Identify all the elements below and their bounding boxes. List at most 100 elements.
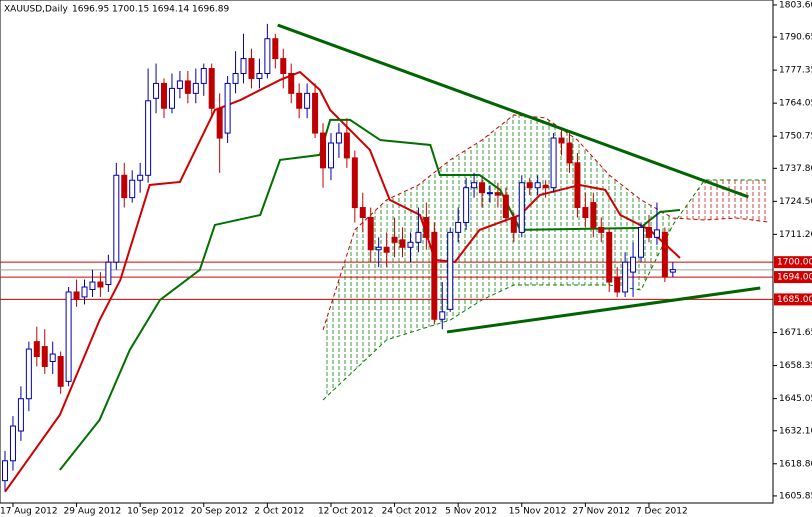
- level-label-box: [774, 256, 812, 269]
- cloud-span-b: [322, 179, 769, 401]
- candle-body: [645, 226, 652, 238]
- trendline: [277, 23, 749, 199]
- y-tick-label: 1737.80: [779, 164, 812, 174]
- candle-body: [399, 239, 406, 248]
- candle-body: [17, 398, 24, 432]
- y-tick-label: 1618.80: [779, 459, 812, 469]
- candle-body: [661, 231, 668, 278]
- candle-body: [280, 58, 287, 74]
- candle-body: [518, 182, 525, 233]
- candle-body: [49, 353, 56, 362]
- level-label: 1685.00: [777, 295, 812, 305]
- y-tick-label: 1671.65: [779, 328, 812, 338]
- candle-body: [431, 231, 438, 320]
- candle-body: [494, 192, 501, 196]
- candle-body: [375, 246, 382, 251]
- candle-body: [614, 276, 621, 293]
- candle-body: [153, 82, 160, 99]
- candle-body: [391, 236, 398, 243]
- indicator-line: [59, 118, 681, 471]
- candle-body: [622, 261, 629, 293]
- candle-body: [653, 229, 660, 238]
- x-tick-label: 29 Aug 2012: [64, 507, 122, 517]
- candle-body: [574, 162, 581, 209]
- candle-body: [526, 182, 533, 189]
- chart-title: XAUUSD,Daily: [4, 5, 68, 15]
- header-value: 1694.14: [152, 5, 189, 15]
- candle-body: [272, 38, 279, 60]
- x-tick-label: 5 Nov 2012: [445, 507, 497, 517]
- y-tick-label: 1790.65: [779, 33, 812, 43]
- candle-body: [208, 68, 215, 109]
- header-value: 1696.95: [72, 5, 109, 15]
- candle-body: [630, 256, 637, 273]
- candle-body: [81, 286, 88, 298]
- level-label-box: [774, 271, 812, 284]
- y-tick-label: 1632.10: [779, 426, 812, 436]
- cloud-fill: [323, 229, 355, 400]
- y-tick-label: 1605.85: [779, 491, 812, 501]
- candle-body: [463, 187, 470, 223]
- header-value: 1696.89: [192, 5, 229, 15]
- level-label-box: [774, 293, 812, 306]
- candle-body: [9, 425, 16, 462]
- candle-body: [184, 80, 191, 94]
- header-value: 1700.15: [112, 5, 149, 15]
- candle-body: [2, 460, 9, 482]
- candle-body: [129, 179, 136, 199]
- candle-body: [264, 38, 271, 74]
- plot: [0, 23, 773, 493]
- candle-body: [582, 207, 589, 218]
- candle-body: [232, 72, 239, 84]
- candle-body: [471, 182, 478, 189]
- candle-body: [638, 226, 645, 258]
- candle-body: [327, 142, 334, 169]
- candle-body: [200, 68, 207, 84]
- candle-body: [479, 182, 486, 194]
- candle-body: [161, 82, 168, 109]
- x-tick-label: 20 Sep 2012: [191, 507, 248, 517]
- candle-body: [550, 137, 557, 189]
- x-tick-label: 2 Oct 2012: [254, 507, 304, 517]
- candle-body: [296, 92, 303, 109]
- x-tick-label: 15 Nov 2012: [509, 507, 567, 517]
- candle-body: [455, 221, 462, 233]
- candle-body: [176, 80, 183, 89]
- candle-body: [367, 216, 374, 251]
- x-tick-label: 7 Dec 2012: [636, 507, 688, 517]
- candle-body: [415, 231, 422, 243]
- candle-body: [192, 82, 199, 94]
- candle-body: [25, 348, 32, 400]
- candle-body: [73, 291, 80, 300]
- x-tick-label: 17 Aug 2012: [0, 507, 58, 517]
- candle-body: [598, 226, 605, 233]
- candle-body: [89, 281, 96, 290]
- candle-body: [383, 246, 390, 253]
- candle-body: [510, 216, 517, 233]
- cloud-fill: [672, 179, 705, 225]
- y-tick-label: 1803.60: [779, 0, 812, 10]
- x-tick-label: 27 Nov 2012: [572, 507, 630, 517]
- candle-body: [447, 231, 454, 310]
- candle-body: [343, 132, 350, 159]
- candle-body: [240, 58, 247, 74]
- candle-body: [224, 82, 231, 134]
- x-tick-label: 24 Oct 2012: [382, 507, 438, 517]
- y-tick-label: 1711.20: [779, 230, 812, 240]
- candle-body: [351, 157, 358, 209]
- candle-body: [65, 291, 72, 382]
- candle-body: [669, 269, 676, 273]
- y-tick-label: 1777.35: [779, 66, 812, 76]
- candle-body: [335, 132, 342, 144]
- candle-body: [542, 184, 549, 189]
- candle-body: [320, 132, 327, 169]
- candle-body: [168, 87, 175, 109]
- candle-body: [288, 72, 295, 94]
- x-tick-label: 10 Sep 2012: [127, 507, 184, 517]
- candle-body: [57, 356, 64, 387]
- x-tick-label: 12 Oct 2012: [318, 507, 374, 517]
- candle-body: [113, 174, 120, 263]
- candle-body: [216, 107, 223, 139]
- trendline: [446, 286, 761, 334]
